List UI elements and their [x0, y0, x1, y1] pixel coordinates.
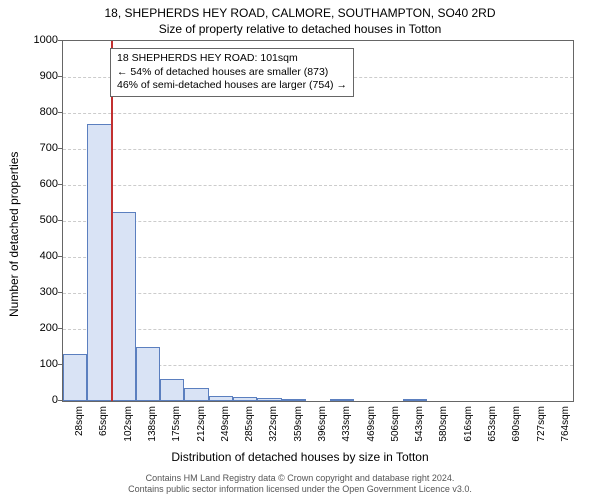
x-tick-label: 65sqm	[98, 406, 109, 436]
histogram-bar	[233, 397, 257, 401]
x-tick-label: 175sqm	[171, 406, 182, 442]
y-tick	[58, 400, 62, 401]
callout-line-1: 18 SHEPHERDS HEY ROAD: 101sqm	[117, 52, 347, 66]
histogram-bar	[160, 379, 184, 401]
histogram-bar	[209, 396, 233, 401]
y-tick	[58, 364, 62, 365]
footer-line-2: Contains public sector information licen…	[0, 484, 600, 496]
y-tick-label: 0	[18, 394, 58, 406]
histogram-bar	[87, 124, 111, 401]
x-tick-label: 764sqm	[560, 406, 571, 442]
gridline-h	[63, 329, 573, 330]
y-tick-label: 300	[18, 286, 58, 298]
footer-line-1: Contains HM Land Registry data © Crown c…	[0, 473, 600, 485]
y-tick-label: 900	[18, 70, 58, 82]
y-tick-label: 500	[18, 214, 58, 226]
x-axis-label: Distribution of detached houses by size …	[0, 450, 600, 464]
title-main: 18, SHEPHERDS HEY ROAD, CALMORE, SOUTHAM…	[0, 0, 600, 20]
x-tick-label: 580sqm	[438, 406, 449, 442]
x-tick-label: 653sqm	[487, 406, 498, 442]
x-tick-label: 469sqm	[366, 406, 377, 442]
histogram-bar	[403, 399, 427, 401]
histogram-bar	[257, 398, 281, 401]
gridline-h	[63, 185, 573, 186]
x-tick-label: 690sqm	[511, 406, 522, 442]
callout-line-3: 46% of semi-detached houses are larger (…	[117, 79, 347, 93]
y-tick	[58, 256, 62, 257]
histogram-bar	[136, 347, 160, 401]
x-tick-label: 28sqm	[74, 406, 85, 436]
y-tick-label: 1000	[18, 34, 58, 46]
gridline-h	[63, 221, 573, 222]
gridline-h	[63, 149, 573, 150]
y-tick	[58, 328, 62, 329]
y-tick	[58, 184, 62, 185]
x-tick-label: 285sqm	[244, 406, 255, 442]
gridline-h	[63, 257, 573, 258]
y-tick-label: 100	[18, 358, 58, 370]
x-tick-label: 543sqm	[414, 406, 425, 442]
y-tick-label: 800	[18, 106, 58, 118]
histogram-bar	[63, 354, 87, 401]
x-tick-label: 359sqm	[293, 406, 304, 442]
gridline-h	[63, 113, 573, 114]
footer-text: Contains HM Land Registry data © Crown c…	[0, 473, 600, 496]
x-tick-label: 616sqm	[463, 406, 474, 442]
histogram-bar	[282, 399, 306, 401]
y-tick-label: 400	[18, 250, 58, 262]
x-tick-label: 322sqm	[268, 406, 279, 442]
x-tick-label: 433sqm	[341, 406, 352, 442]
y-tick-label: 700	[18, 142, 58, 154]
x-tick-label: 506sqm	[390, 406, 401, 442]
x-tick-label: 102sqm	[123, 406, 134, 442]
x-tick-label: 249sqm	[220, 406, 231, 442]
y-tick	[58, 40, 62, 41]
x-tick-label: 212sqm	[196, 406, 207, 442]
y-tick	[58, 292, 62, 293]
y-tick	[58, 76, 62, 77]
callout-line-2: ← 54% of detached houses are smaller (87…	[117, 66, 347, 80]
x-tick-label: 396sqm	[317, 406, 328, 442]
title-sub: Size of property relative to detached ho…	[0, 20, 600, 36]
histogram-bar	[330, 399, 354, 401]
y-tick	[58, 148, 62, 149]
y-tick-label: 200	[18, 322, 58, 334]
y-tick-label: 600	[18, 178, 58, 190]
gridline-h	[63, 293, 573, 294]
histogram-bar	[112, 212, 136, 401]
histogram-bar	[184, 388, 208, 401]
y-tick	[58, 112, 62, 113]
chart-container: 18, SHEPHERDS HEY ROAD, CALMORE, SOUTHAM…	[0, 0, 600, 500]
y-tick	[58, 220, 62, 221]
x-tick-label: 138sqm	[147, 406, 158, 442]
callout-box: 18 SHEPHERDS HEY ROAD: 101sqm ← 54% of d…	[110, 48, 354, 97]
x-tick-label: 727sqm	[536, 406, 547, 442]
